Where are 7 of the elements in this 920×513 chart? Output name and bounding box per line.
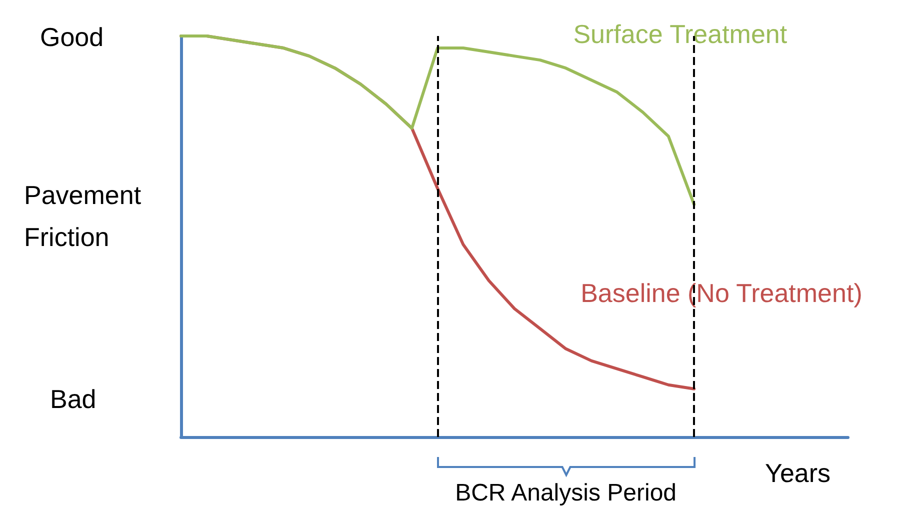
series-label: Baseline (No Treatment) bbox=[580, 278, 862, 308]
series-label: Surface Treatment bbox=[573, 19, 788, 50]
text: BCR Analysis Period bbox=[455, 480, 677, 506]
text: Bad bbox=[50, 384, 96, 414]
x-axis-title: Years bbox=[765, 458, 831, 488]
y-axis-title: Pavement Friction bbox=[24, 180, 142, 252]
text: Good bbox=[40, 22, 104, 52]
